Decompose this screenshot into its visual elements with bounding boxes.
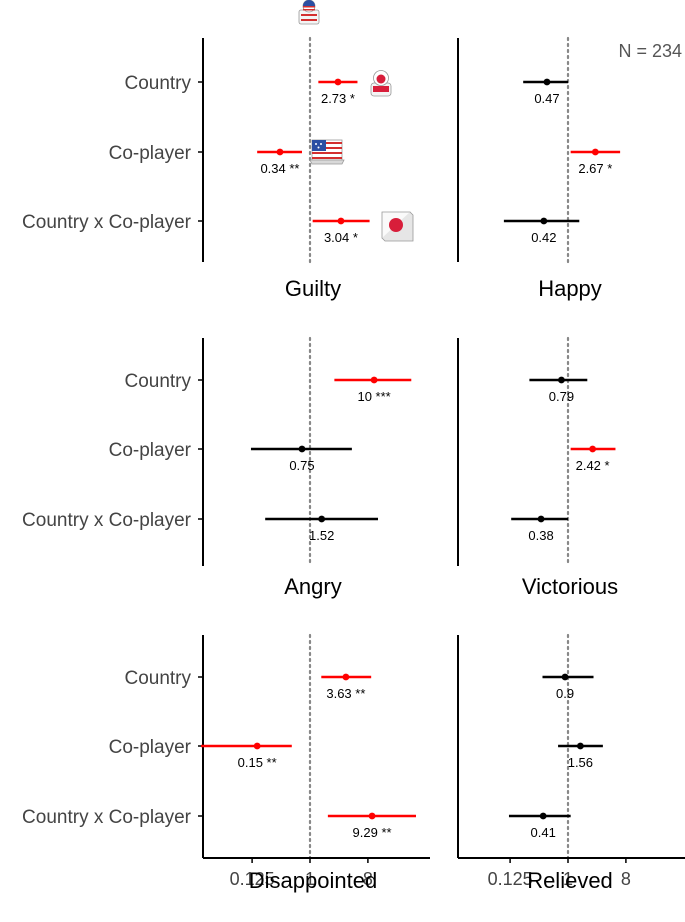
category-label-country-x-co-player: Country x Co-player [22, 212, 192, 233]
estimate-label-co-player: 2.42 * [576, 458, 610, 473]
x-tick-label: 0.125 [488, 869, 533, 889]
category-label-co-player: Co-player [109, 737, 192, 758]
estimate-label-co-player: 0.34 ** [260, 161, 299, 176]
estimate-point-country [543, 78, 551, 86]
estimate-label-co-player: 1.56 [568, 755, 593, 770]
panel-relieved: 0.9 1.56 0.41 0.125 1 8 Relieved [457, 633, 685, 893]
panel-title-relieved: Relieved [527, 868, 613, 893]
estimate-label-co-player: 2.67 * [578, 161, 612, 176]
panel-title-angry: Angry [284, 574, 341, 599]
x-tick-label: 8 [363, 869, 373, 889]
category-label-co-player: Co-player [109, 440, 192, 461]
panel-title-disappointed: Disappointed [249, 868, 377, 893]
estimate-label-co-player: 0.75 [289, 458, 314, 473]
estimate-point-co-player [298, 445, 306, 453]
estimate-label-country-x-co-player: 0.41 [531, 825, 556, 840]
x-tick-label: 1 [563, 869, 573, 889]
estimate-point-country [561, 673, 569, 681]
estimate-label-co-player: 0.15 ** [238, 755, 277, 770]
estimate-point-country-x-co-player [368, 812, 376, 820]
estimate-label-country: 0.79 [549, 389, 574, 404]
estimate-point-country [370, 376, 378, 384]
japan-flag-person-icon [370, 70, 392, 97]
category-label-country: Country [124, 73, 191, 94]
panel-title-guilty: Guilty [285, 276, 341, 301]
estimate-point-country-x-co-player [540, 217, 548, 225]
panel-angry: Country Co-player Country x Co-player 10 **… [22, 336, 412, 599]
panel-title-victorious: Victorious [522, 574, 618, 599]
estimate-label-country: 2.73 * [321, 91, 355, 106]
estimate-point-co-player [253, 742, 261, 750]
japan-flag-icon [381, 211, 414, 242]
category-label-country-x-co-player: Country x Co-player [22, 807, 192, 828]
estimate-point-country-x-co-player [539, 812, 547, 820]
panel-title-happy: Happy [538, 276, 602, 301]
category-label-country-x-co-player: Country x Co-player [22, 510, 192, 531]
usa-flag-person-icon [298, 0, 320, 25]
estimate-point-country-x-co-player [318, 515, 326, 523]
category-label-country: Country [124, 668, 191, 689]
estimate-point-co-player [591, 148, 599, 156]
estimate-label-country-x-co-player: 9.29 ** [353, 825, 392, 840]
estimate-point-country [334, 78, 342, 86]
x-tick-label: 0.125 [230, 869, 275, 889]
x-tick-label: 1 [305, 869, 315, 889]
estimate-point-co-player [576, 742, 584, 750]
panels-layer: Country Co-player Country x Co-player 2.73 … [22, 36, 685, 893]
estimate-label-country: 0.9 [556, 686, 574, 701]
x-tick-label: 8 [621, 869, 631, 889]
estimate-label-country: 10 *** [357, 389, 390, 404]
estimate-point-country [342, 673, 350, 681]
estimate-point-co-player [589, 445, 597, 453]
panel-guilty: Country Co-player Country x Co-player 2.73 … [22, 36, 370, 301]
panel-happy: 0.47 2.67 * 0.42 Happy [457, 36, 621, 301]
panel-victorious: 0.79 2.42 * 0.38 Victorious [457, 336, 618, 599]
panel-disappointed: Country Co-player Country x Co-player 3.63 … [22, 633, 430, 893]
estimate-label-country-x-co-player: 3.04 * [324, 230, 358, 245]
sample-size-annotation: N = 234 [618, 41, 682, 61]
category-label-country: Country [124, 371, 191, 392]
estimate-label-country-x-co-player: 0.42 [531, 230, 556, 245]
estimate-label-country-x-co-player: 1.52 [309, 528, 334, 543]
estimate-label-country: 3.63 ** [326, 686, 365, 701]
estimate-label-country-x-co-player: 0.38 [528, 528, 553, 543]
estimate-point-country-x-co-player [337, 217, 345, 225]
estimate-point-co-player [276, 148, 284, 156]
estimate-point-country-x-co-player [537, 515, 545, 523]
estimate-point-country [558, 376, 565, 384]
estimate-label-country: 0.47 [534, 91, 559, 106]
usa-flag-laptop-icon [309, 139, 345, 165]
category-label-co-player: Co-player [109, 143, 192, 164]
